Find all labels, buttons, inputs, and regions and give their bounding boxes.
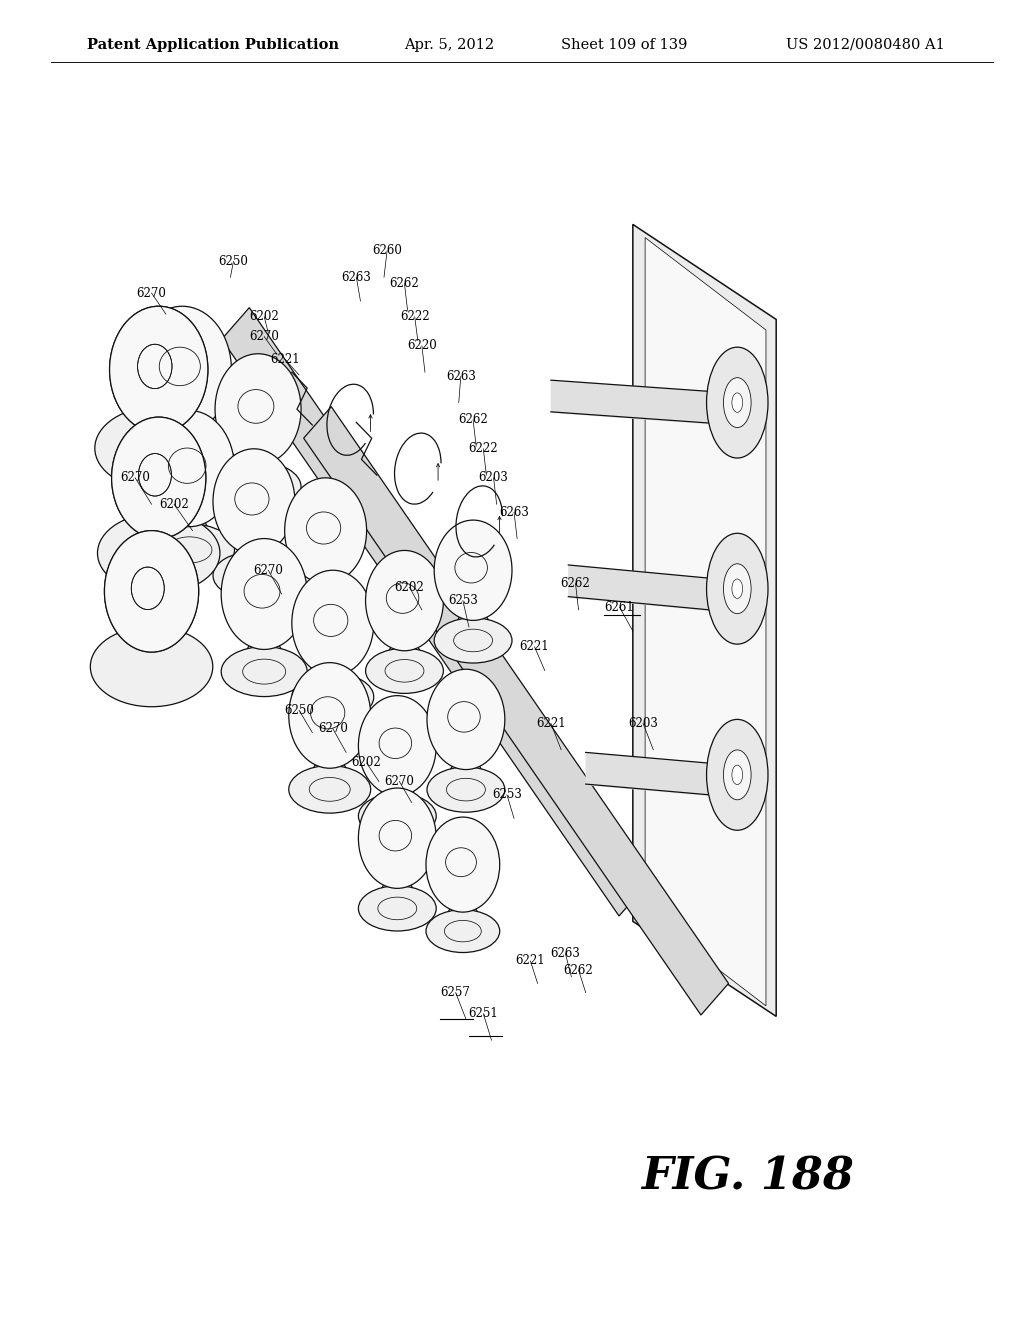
Text: 6262: 6262 [458,413,488,426]
Ellipse shape [366,648,443,693]
Text: 6221: 6221 [537,717,565,730]
Text: 6261: 6261 [604,601,635,614]
Text: 6263: 6263 [445,370,476,383]
Text: 6222: 6222 [469,442,498,455]
Ellipse shape [358,886,436,931]
Ellipse shape [732,579,742,598]
Circle shape [104,531,199,652]
Ellipse shape [215,462,301,512]
Ellipse shape [427,767,505,812]
Ellipse shape [723,378,751,428]
Text: Patent Application Publication: Patent Application Publication [87,38,339,51]
Ellipse shape [213,552,295,599]
Ellipse shape [434,618,512,663]
Text: 6203: 6203 [628,717,658,730]
Text: 6253: 6253 [492,788,522,801]
Ellipse shape [426,909,500,953]
Text: 6221: 6221 [516,954,545,968]
Ellipse shape [723,750,751,800]
Text: 6270: 6270 [249,330,280,343]
Text: Sheet 109 of 139: Sheet 109 of 139 [561,38,687,51]
Text: 6270: 6270 [384,775,415,788]
Ellipse shape [292,673,374,721]
Ellipse shape [732,766,742,784]
Circle shape [221,539,307,649]
Circle shape [434,520,512,620]
Text: 6250: 6250 [218,255,249,268]
Circle shape [112,417,206,539]
Ellipse shape [133,430,231,487]
Text: 6250: 6250 [284,704,314,717]
Circle shape [215,354,301,465]
Text: 6202: 6202 [351,756,382,770]
Polygon shape [222,308,646,916]
Text: 6263: 6263 [550,946,581,960]
Text: 6262: 6262 [389,277,420,290]
Circle shape [426,817,500,912]
Circle shape [358,696,436,796]
Ellipse shape [732,393,742,412]
Text: 6262: 6262 [563,964,594,977]
Text: 6221: 6221 [270,352,299,366]
Text: 6251: 6251 [468,1007,499,1020]
Text: US 2012/0080480 A1: US 2012/0080480 A1 [786,38,945,51]
Circle shape [112,417,206,539]
Text: 6253: 6253 [447,594,478,607]
Text: 6263: 6263 [499,506,529,519]
Circle shape [292,570,374,676]
Polygon shape [645,238,766,1006]
Text: 6222: 6222 [400,310,429,323]
Ellipse shape [707,533,768,644]
Text: 6202: 6202 [249,310,280,323]
Ellipse shape [90,627,213,706]
Text: 6220: 6220 [407,339,437,352]
Circle shape [366,550,443,651]
Text: 6202: 6202 [394,581,425,594]
Ellipse shape [285,581,367,628]
Text: 6270: 6270 [120,471,151,484]
Ellipse shape [95,407,222,490]
Polygon shape [633,224,776,1016]
Text: 6203: 6203 [478,471,509,484]
Text: 6270: 6270 [317,722,348,735]
Polygon shape [304,407,728,1015]
Text: 6260: 6260 [372,244,402,257]
Ellipse shape [289,766,371,813]
Circle shape [110,306,208,433]
Ellipse shape [221,647,307,697]
Circle shape [285,478,367,583]
Text: 6262: 6262 [560,577,591,590]
Text: 6257: 6257 [440,986,471,999]
Ellipse shape [358,793,436,838]
Text: 6270: 6270 [136,286,167,300]
Circle shape [104,531,199,652]
Circle shape [427,669,505,770]
Text: 6263: 6263 [341,271,372,284]
Ellipse shape [723,564,751,614]
Text: FIG. 188: FIG. 188 [641,1156,854,1199]
Ellipse shape [97,513,220,593]
Ellipse shape [707,719,768,830]
Circle shape [289,663,371,768]
Text: 6270: 6270 [253,564,284,577]
Circle shape [144,411,234,527]
Text: Apr. 5, 2012: Apr. 5, 2012 [404,38,495,51]
Text: 6221: 6221 [520,640,549,653]
Ellipse shape [707,347,768,458]
Circle shape [358,788,436,888]
Ellipse shape [144,524,234,576]
Circle shape [213,449,295,554]
Circle shape [133,306,231,433]
Circle shape [110,306,208,433]
Text: 6202: 6202 [159,498,189,511]
